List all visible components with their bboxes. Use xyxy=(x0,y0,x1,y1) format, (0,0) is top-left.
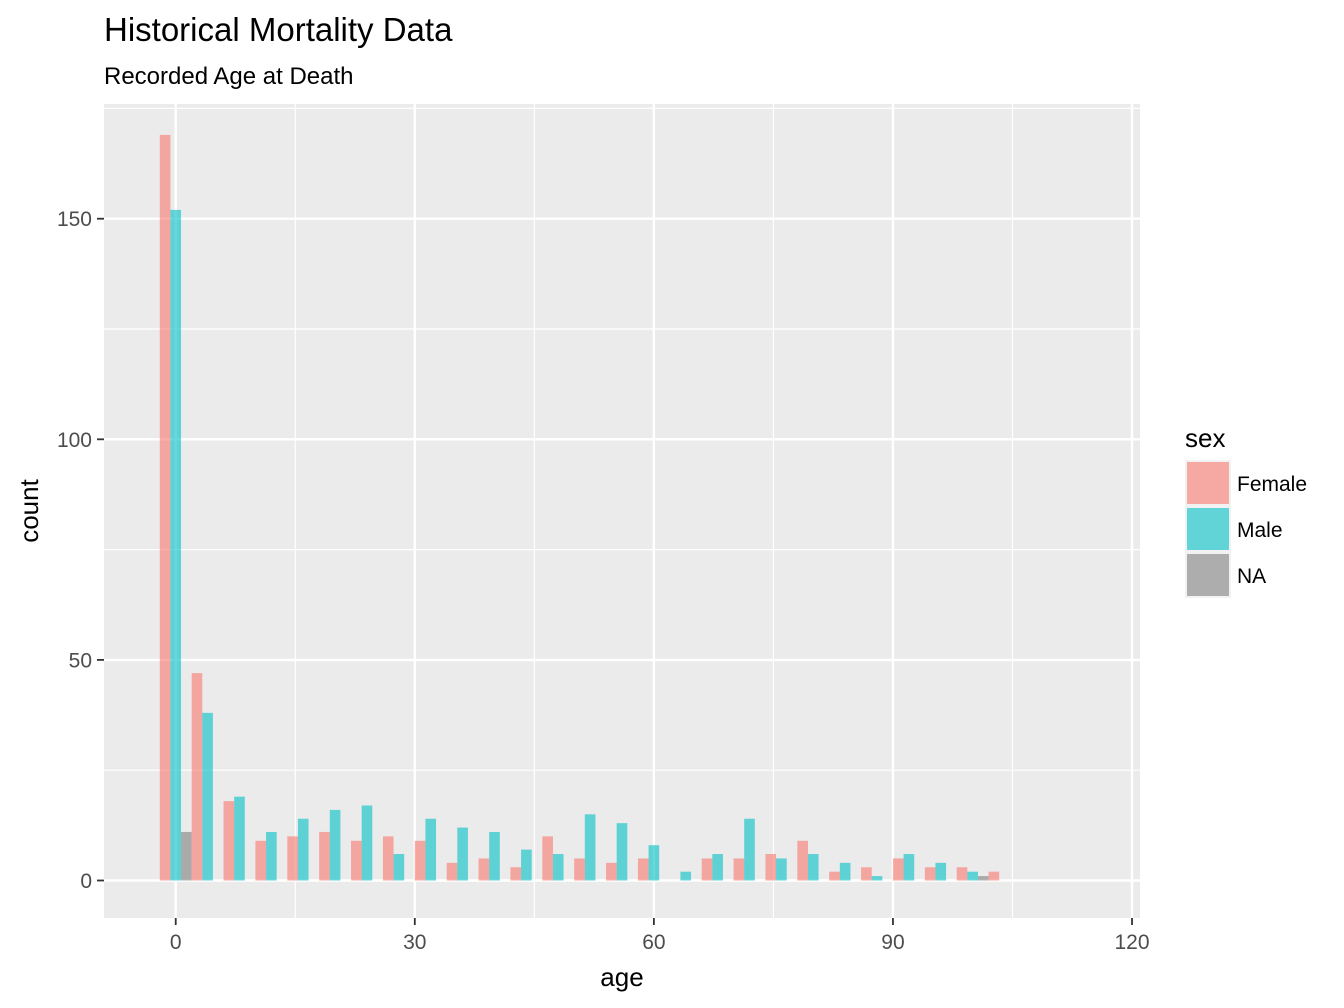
bar-male xyxy=(807,854,819,881)
y-tick-label: 50 xyxy=(69,649,92,672)
bar-male xyxy=(584,814,596,881)
bars xyxy=(159,134,1000,881)
bar-female xyxy=(701,858,713,881)
bar-female xyxy=(956,867,968,881)
x-axis: 0 30 60 90 120 xyxy=(170,918,1150,954)
bar-male xyxy=(903,854,915,881)
bar-female xyxy=(829,871,840,881)
bar-female xyxy=(287,836,298,881)
legend-swatch-na xyxy=(1187,554,1229,596)
bar-female xyxy=(351,840,362,881)
bar-female xyxy=(446,862,458,881)
minor-gridlines xyxy=(104,104,1140,918)
y-tick-label: 150 xyxy=(57,208,92,231)
bar-female xyxy=(892,858,904,881)
bar-female xyxy=(861,867,872,881)
plot-panel xyxy=(104,104,1140,918)
x-axis-title: age xyxy=(600,962,643,992)
bar-male xyxy=(170,209,182,881)
bar-male xyxy=(776,858,787,881)
bar-male xyxy=(266,831,277,881)
legend: sex Female Male NA xyxy=(1185,423,1307,598)
bar-female xyxy=(510,867,522,881)
bar-male xyxy=(521,849,532,881)
bar-female xyxy=(223,801,235,881)
bar-female xyxy=(191,673,203,881)
bar-female xyxy=(382,836,394,881)
bar-male xyxy=(935,862,947,881)
y-tick-label: 100 xyxy=(57,429,92,452)
bar-male xyxy=(552,854,564,881)
bar-male xyxy=(744,818,755,881)
bar-male xyxy=(489,831,500,881)
x-tick-label: 0 xyxy=(170,931,182,954)
y-tick-label: 0 xyxy=(80,870,92,893)
x-tick-label: 120 xyxy=(1115,931,1150,954)
chart-title: Historical Mortality Data xyxy=(104,11,453,48)
bar-male xyxy=(648,845,660,881)
bar-male xyxy=(361,805,373,881)
bar-male xyxy=(616,823,628,881)
legend-label-female: Female xyxy=(1237,473,1307,496)
bar-male xyxy=(425,818,437,881)
y-axis-title: count xyxy=(14,478,44,542)
chart-subtitle: Recorded Age at Death xyxy=(104,63,354,90)
bar-male xyxy=(297,818,309,881)
bar-female xyxy=(414,840,426,881)
bar-female xyxy=(765,854,777,881)
bar-female xyxy=(988,871,1000,881)
bar-female xyxy=(924,867,936,881)
bar-male xyxy=(712,854,723,881)
bar-female xyxy=(255,840,267,881)
bar-female xyxy=(606,862,617,881)
bar-female xyxy=(797,840,808,881)
bar-male xyxy=(680,871,692,881)
bar-female xyxy=(319,831,330,881)
x-tick-label: 60 xyxy=(642,931,665,954)
bar-female xyxy=(574,858,585,881)
bar-na xyxy=(181,831,192,881)
bar-male xyxy=(329,809,341,881)
bar-female xyxy=(159,134,171,881)
bar-female xyxy=(478,858,490,881)
bar-na xyxy=(977,876,989,881)
legend-swatch-female xyxy=(1187,462,1229,504)
bar-male xyxy=(393,854,405,881)
bar-male xyxy=(234,796,245,881)
legend-swatch-male xyxy=(1187,508,1229,550)
y-axis: 0 50 100 150 xyxy=(57,208,104,893)
legend-title: sex xyxy=(1185,423,1225,453)
bar-male xyxy=(967,871,978,881)
bar-female xyxy=(542,836,553,881)
bar-male xyxy=(457,827,468,881)
bar-female xyxy=(637,858,649,881)
x-tick-label: 30 xyxy=(403,931,426,954)
bar-male xyxy=(871,876,883,881)
bar-male xyxy=(839,862,851,881)
legend-label-male: Male xyxy=(1237,519,1283,542)
legend-label-na: NA xyxy=(1237,565,1266,588)
bar-male xyxy=(202,712,213,881)
bar-female xyxy=(733,858,745,881)
x-tick-label: 90 xyxy=(881,931,904,954)
